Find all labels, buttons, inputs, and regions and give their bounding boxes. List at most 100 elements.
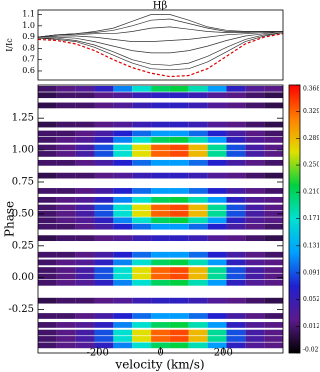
spectrum-cell bbox=[169, 204, 189, 211]
spectrum-cell bbox=[94, 188, 114, 194]
spectrum-cell bbox=[245, 279, 265, 286]
spectrum-cell bbox=[264, 121, 283, 128]
spectrum-cell bbox=[188, 121, 208, 128]
spectrum-cell bbox=[151, 223, 170, 230]
spectrum-cell bbox=[56, 92, 76, 99]
spectrum-cell bbox=[207, 159, 227, 166]
spectrum-cell bbox=[132, 196, 152, 203]
spectrum-cell bbox=[151, 137, 170, 143]
spectrum-cell bbox=[169, 85, 189, 92]
spectrum-cell bbox=[245, 297, 265, 304]
spectrum-cell bbox=[151, 217, 170, 224]
spectrum-cell bbox=[75, 223, 95, 230]
spectrum-cell bbox=[38, 297, 57, 304]
spectrum-cell bbox=[113, 273, 133, 280]
spectrum-cell bbox=[151, 102, 170, 109]
spectrum-cell bbox=[207, 172, 227, 179]
spectrum-cell bbox=[264, 259, 283, 266]
spectrum-cell bbox=[226, 313, 246, 319]
profile-line bbox=[37, 32, 284, 71]
spectrum-cell bbox=[188, 130, 208, 137]
colorbar-tick-label: 0.289 bbox=[303, 135, 319, 142]
spectrum-cell bbox=[132, 130, 152, 137]
spectrum-cell bbox=[38, 92, 57, 99]
spectrum-cell bbox=[56, 336, 76, 342]
spectrum-cell bbox=[94, 313, 114, 319]
spectrum-cell bbox=[169, 137, 189, 143]
spectrum-cell bbox=[75, 322, 95, 328]
spectrum-cell bbox=[113, 204, 133, 211]
colorbar-tick-label: 0.368 bbox=[303, 86, 319, 93]
spectrum-cell bbox=[264, 217, 283, 224]
spectrum-cell bbox=[56, 204, 76, 211]
colorbar-tick-label: 0.131 bbox=[303, 242, 319, 249]
spectrum-cell bbox=[75, 211, 95, 217]
spectrum-cell bbox=[264, 336, 283, 342]
spectrum-cell bbox=[94, 92, 114, 99]
spectrum-cell bbox=[75, 121, 95, 128]
spectrum-cell bbox=[56, 251, 76, 258]
spectrum-cell bbox=[56, 172, 76, 179]
spectrum-cell bbox=[245, 144, 265, 151]
spectrum-cell bbox=[94, 85, 114, 92]
spectrum-cell bbox=[132, 137, 152, 143]
spectrum-cell bbox=[169, 211, 189, 217]
spectrum-cell bbox=[188, 235, 208, 242]
spectrum-cell bbox=[188, 211, 208, 217]
spectrum-cell bbox=[264, 130, 283, 137]
spectrum-cell bbox=[56, 137, 76, 143]
spectrum-cell bbox=[169, 336, 189, 342]
spectrum-cell bbox=[245, 151, 265, 157]
spectrum-cell bbox=[226, 137, 246, 143]
spectrum-cell bbox=[56, 144, 76, 151]
spectrum-cell bbox=[113, 313, 133, 319]
spectrum-cell bbox=[226, 273, 246, 280]
spectrum-cell bbox=[113, 297, 133, 304]
spectrum-cell bbox=[132, 267, 152, 273]
spectrum-cell bbox=[151, 251, 170, 258]
spectrum-cell bbox=[151, 297, 170, 304]
spectrum-cell bbox=[56, 342, 76, 349]
spectrum-cell bbox=[245, 172, 265, 179]
spectrum-cell bbox=[226, 297, 246, 304]
spectrum-cell bbox=[38, 313, 57, 319]
spectrum-cell bbox=[264, 223, 283, 230]
colorbar-tick-label: 0.210 bbox=[303, 189, 319, 196]
colorbar bbox=[288, 84, 301, 354]
spectrum-cell bbox=[188, 188, 208, 194]
spectrum-cell bbox=[245, 196, 265, 203]
y-tick-label: 0.50 bbox=[12, 208, 34, 219]
spectrum-cell bbox=[94, 151, 114, 157]
spectrum-cell bbox=[207, 144, 227, 151]
spectrum-cell bbox=[226, 336, 246, 342]
spectrum-cell bbox=[56, 235, 76, 242]
spectrum-cell bbox=[75, 204, 95, 211]
spectrum-cell bbox=[38, 217, 57, 224]
spectrum-cell bbox=[75, 85, 95, 92]
spectrum-cell bbox=[56, 329, 76, 336]
spectrum-cell bbox=[75, 279, 95, 286]
spectrum-cell bbox=[113, 329, 133, 336]
colorbar-tick-label: 0.052 bbox=[303, 296, 319, 303]
spectrum-cell bbox=[188, 172, 208, 179]
spectrum-cell bbox=[264, 313, 283, 319]
spectrum-cell bbox=[245, 313, 265, 319]
spectrum-cell bbox=[226, 267, 246, 273]
spectrum-cell bbox=[132, 329, 152, 336]
spectrum-cell bbox=[94, 267, 114, 273]
profile-line bbox=[37, 33, 284, 78]
spectrum-cell bbox=[264, 151, 283, 157]
spectrum-cell bbox=[94, 259, 114, 266]
spectrum-cell bbox=[151, 188, 170, 194]
spectrum-cell bbox=[113, 92, 133, 99]
spectrum-cell bbox=[151, 279, 170, 286]
spectrum-cell bbox=[245, 204, 265, 211]
spectrum-cell bbox=[245, 342, 265, 349]
y-tick-label: 1.00 bbox=[12, 145, 34, 156]
spectrum-cell bbox=[38, 85, 57, 92]
spectrum-cell bbox=[113, 102, 133, 109]
y-tick-label: 1.1 bbox=[22, 10, 35, 19]
spectrum-cell bbox=[38, 172, 57, 179]
spectrum-cell bbox=[56, 297, 76, 304]
spectrum-cell bbox=[264, 273, 283, 280]
